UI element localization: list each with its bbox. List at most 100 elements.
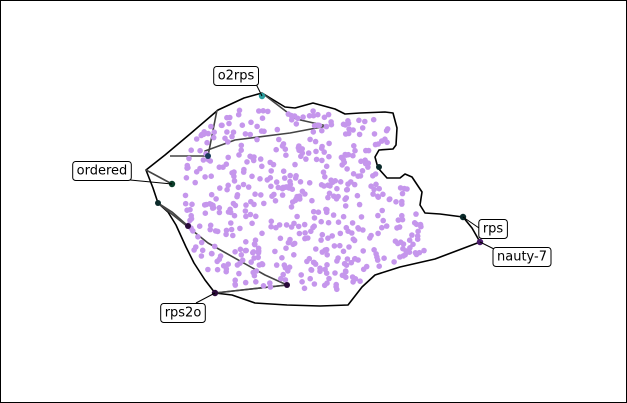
- scatter-point: [280, 186, 286, 192]
- scatter-point: [239, 143, 245, 149]
- scatter-point: [194, 136, 200, 142]
- scatter-point: [296, 224, 302, 230]
- point-label-ordered: ordered: [73, 162, 172, 185]
- scatter-point: [273, 147, 279, 153]
- label-text: rps2o: [165, 306, 202, 321]
- scatter-point: [298, 179, 304, 185]
- scatter-point: [290, 242, 296, 248]
- scatter-point: [224, 115, 230, 121]
- scatter-point: [363, 159, 369, 165]
- scatter-point: [253, 237, 259, 243]
- scatter-point: [384, 128, 390, 134]
- scatter-point: [421, 248, 427, 254]
- scatter-point: [277, 222, 283, 228]
- scatter-point: [352, 238, 358, 244]
- scatter-point: [380, 218, 386, 224]
- scatter-point: [261, 129, 267, 135]
- scatter-point: [359, 214, 365, 220]
- scatter-point: [306, 150, 312, 156]
- scatter-point: [379, 208, 385, 214]
- scatter-point: [384, 223, 390, 229]
- scatter-point: [413, 211, 419, 217]
- scatter-point: [280, 192, 286, 198]
- scatter-point: [199, 240, 205, 246]
- scatter-point: [344, 225, 350, 231]
- scatter-point: [379, 225, 385, 231]
- highlight-point: [376, 164, 382, 170]
- scatter-point: [283, 245, 289, 251]
- scatter-point: [272, 249, 278, 255]
- label-leader-line: [196, 293, 215, 303]
- scatter-point: [360, 168, 366, 174]
- scatter-point: [342, 197, 348, 203]
- label-text: o2rps: [218, 69, 255, 84]
- scatter-point: [303, 156, 309, 162]
- scatter-point: [232, 213, 238, 219]
- scatter-point: [247, 132, 253, 138]
- scatter-point: [292, 113, 298, 119]
- scatter-point: [381, 255, 387, 261]
- scatter-point: [398, 185, 404, 191]
- scatter-point: [341, 214, 347, 220]
- scatter-point: [376, 263, 382, 269]
- scatter-point: [248, 199, 254, 205]
- scatter-point: [409, 232, 415, 238]
- scatter-point: [326, 141, 332, 147]
- scatter-point: [283, 152, 289, 158]
- points-layer: [183, 108, 427, 293]
- scatter-point: [225, 139, 231, 145]
- scatter-point: [324, 247, 330, 253]
- scatter-point: [209, 251, 215, 257]
- scatter-point: [218, 253, 224, 259]
- scatter-point: [318, 219, 324, 225]
- scatter-point: [276, 137, 282, 143]
- scatter-point: [251, 249, 257, 255]
- scatter-point: [382, 136, 388, 142]
- scatter-point: [223, 232, 229, 238]
- scatter-point: [183, 201, 189, 207]
- scatter-point: [208, 223, 214, 229]
- scatter-point: [240, 122, 246, 128]
- scatter-point: [211, 135, 217, 141]
- scatter-point: [375, 213, 381, 219]
- scatter-point: [236, 185, 242, 191]
- scatter-point: [203, 210, 209, 216]
- scatter-point: [290, 186, 296, 192]
- scatter-point: [324, 124, 330, 130]
- scatter-point: [221, 263, 227, 269]
- scatter-point: [397, 224, 403, 230]
- scatter-point: [284, 222, 290, 228]
- scatter-point: [355, 257, 361, 263]
- scatter-point: [271, 162, 277, 168]
- scatter-point: [243, 131, 249, 137]
- scatter-point: [289, 224, 295, 230]
- scatter-point: [333, 282, 339, 288]
- scatter-point: [326, 220, 332, 226]
- scatter-point: [202, 174, 208, 180]
- scatter-point: [293, 198, 299, 204]
- scatter-point: [281, 168, 287, 174]
- scatter-point: [233, 282, 239, 288]
- scatter-point: [190, 228, 196, 234]
- scatter-point: [239, 252, 245, 258]
- scatter-point: [361, 267, 367, 273]
- scatter-point: [273, 198, 279, 204]
- scatter-point: [343, 131, 349, 137]
- scatter-point: [300, 114, 306, 120]
- scatter-point: [289, 204, 295, 210]
- scatter-point: [324, 270, 330, 276]
- scatter-point: [258, 156, 264, 162]
- scatter-point: [331, 212, 337, 218]
- scatter-point: [292, 162, 298, 168]
- scatter-point: [376, 194, 382, 200]
- scatter-point: [238, 147, 244, 153]
- scatter-point: [260, 115, 266, 121]
- scatter-point: [248, 120, 254, 126]
- scatter-point: [327, 191, 333, 197]
- scatter-point: [192, 180, 198, 186]
- scatter-point: [261, 283, 267, 289]
- scatter-point: [254, 137, 260, 143]
- scatter-point: [212, 244, 218, 250]
- point-label-nauty-7: nauty-7: [480, 242, 551, 267]
- scatter-point: [313, 261, 319, 267]
